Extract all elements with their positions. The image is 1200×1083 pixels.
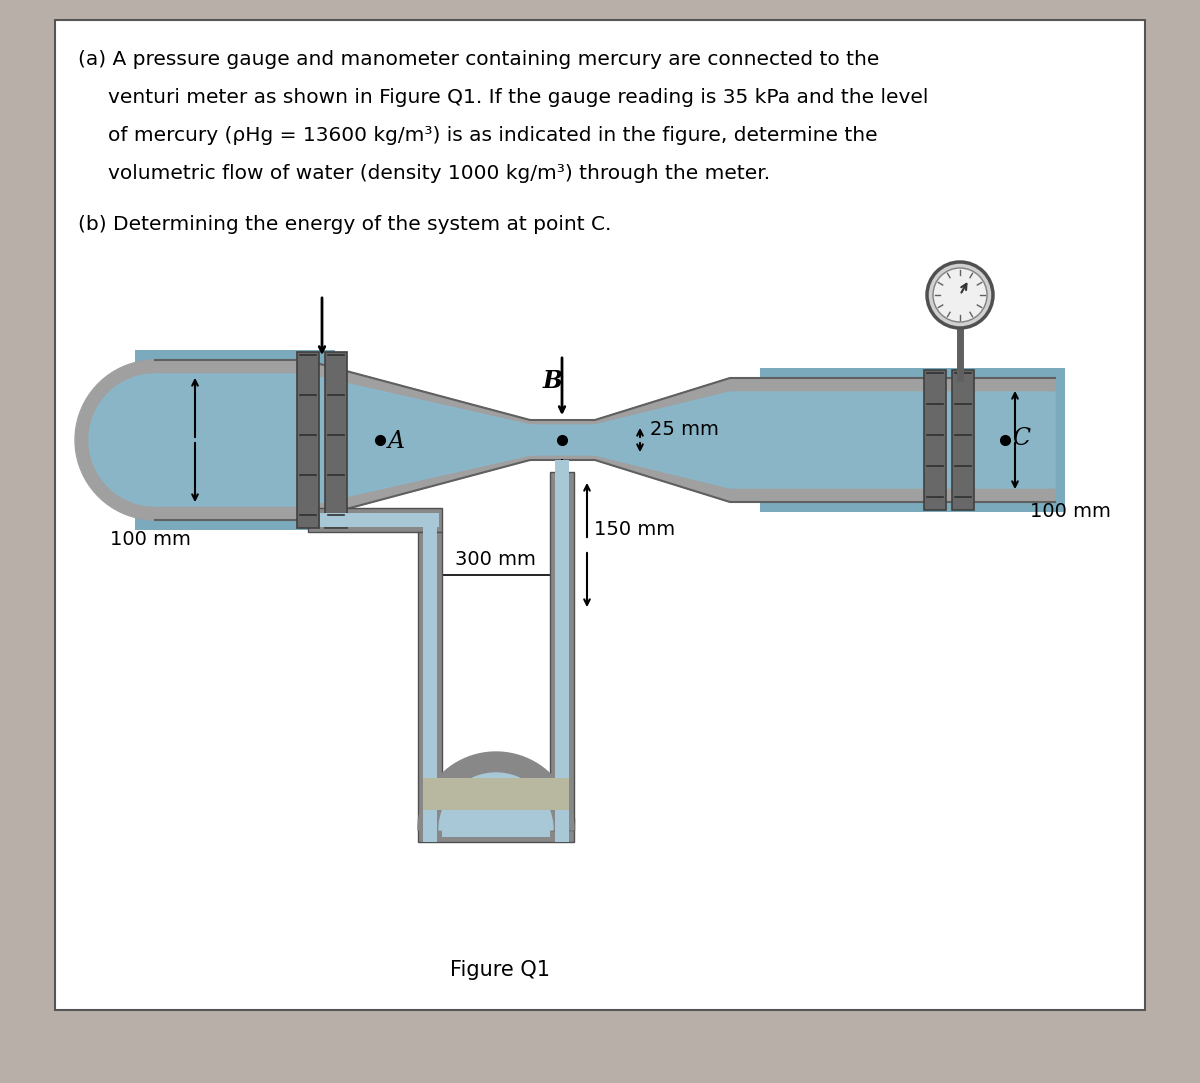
Bar <box>320 513 439 527</box>
Text: Figure Q1: Figure Q1 <box>450 960 550 980</box>
Polygon shape <box>439 773 553 830</box>
Bar <box>424 520 437 841</box>
Bar <box>554 460 569 841</box>
Text: venturi meter as shown in Figure Q1. If the gauge reading is 35 kPa and the leve: venturi meter as shown in Figure Q1. If … <box>108 88 929 107</box>
Text: C: C <box>1012 427 1030 451</box>
Text: (a) A pressure gauge and manometer containing mercury are connected to the: (a) A pressure gauge and manometer conta… <box>78 50 880 69</box>
Text: volumetric flow of water (density 1000 kg/m³) through the meter.: volumetric flow of water (density 1000 k… <box>108 164 770 183</box>
Text: of mercury (ρHg = 13600 kg/m³) is as indicated in the figure, determine the: of mercury (ρHg = 13600 kg/m³) is as ind… <box>108 126 877 145</box>
Polygon shape <box>89 374 155 506</box>
Text: B: B <box>542 369 563 393</box>
Bar <box>442 823 550 837</box>
Bar <box>418 818 574 841</box>
Text: 25 mm: 25 mm <box>650 420 719 439</box>
Bar <box>418 532 442 830</box>
Bar <box>952 370 974 510</box>
Circle shape <box>928 262 994 328</box>
Bar <box>424 778 569 810</box>
Bar <box>325 352 347 529</box>
Text: 100 mm: 100 mm <box>110 530 191 549</box>
Bar <box>760 368 1066 512</box>
Text: 300 mm: 300 mm <box>455 550 536 569</box>
Polygon shape <box>155 360 1055 520</box>
Bar <box>308 508 442 532</box>
Polygon shape <box>155 374 1055 506</box>
Polygon shape <box>76 360 155 520</box>
Bar <box>550 472 574 830</box>
Text: 100 mm: 100 mm <box>1030 503 1111 521</box>
Bar <box>298 352 319 529</box>
Text: 150 mm: 150 mm <box>594 520 676 539</box>
Circle shape <box>934 268 986 322</box>
Bar <box>134 350 335 530</box>
Polygon shape <box>418 752 574 830</box>
Bar <box>924 370 946 510</box>
Text: (b) Determining the energy of the system at point C.: (b) Determining the energy of the system… <box>78 216 611 234</box>
Text: A: A <box>388 430 406 453</box>
